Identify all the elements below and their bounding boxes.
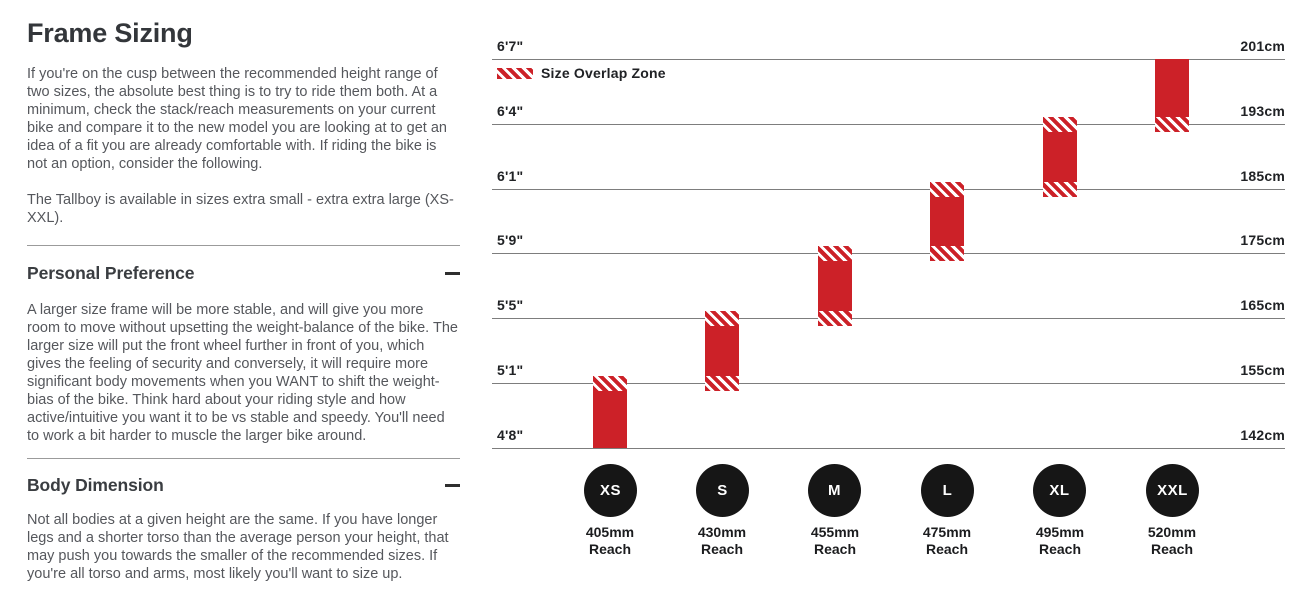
- size-range-bar-xl: [1043, 117, 1077, 197]
- size-overlap-zone-top: [930, 182, 964, 197]
- size-overlap-zone-top: [818, 246, 852, 261]
- minus-icon: [444, 272, 460, 275]
- size-overlap-zone-top: [1043, 117, 1077, 132]
- personal-preference-body: A larger size frame will be more stable,…: [27, 302, 458, 444]
- size-bar-solid: [593, 391, 627, 448]
- reach-label-xxl: 520mm Reach: [1117, 524, 1227, 558]
- size-badge-xxl: XXL: [1146, 464, 1199, 517]
- size-bar-solid: [705, 326, 739, 376]
- height-tick-cm: 155cm: [1240, 362, 1285, 378]
- height-tick-feet: 4'8": [497, 427, 524, 443]
- size-overlap-zone-bottom: [818, 311, 852, 326]
- reach-caption: Reach: [925, 541, 969, 557]
- height-tick-feet: 6'7": [497, 38, 524, 54]
- collapse-section-button[interactable]: [444, 266, 460, 282]
- reach-label-xs: 405mm Reach: [555, 524, 665, 558]
- reach-caption: Reach: [1150, 541, 1194, 557]
- sizing-info-column: Frame Sizing If you're on the cusp betwe…: [27, 0, 460, 589]
- size-overlap-zone-bottom: [1155, 117, 1189, 132]
- height-tick-cm: 201cm: [1240, 38, 1285, 54]
- height-gridline: [492, 253, 1285, 254]
- size-range-bar-xxl: [1155, 59, 1189, 132]
- size-overlap-zone-swatch-icon: [497, 67, 533, 79]
- reach-label-l: 475mm Reach: [892, 524, 1002, 558]
- size-badge-xl: XL: [1033, 464, 1086, 517]
- size-range-bar-s: [705, 311, 739, 391]
- height-tick-cm: 193cm: [1240, 103, 1285, 119]
- chart-legend: Size Overlap Zone: [497, 65, 666, 81]
- height-gridline: [492, 448, 1285, 449]
- minus-icon: [444, 484, 460, 487]
- size-badge-l: L: [921, 464, 974, 517]
- body-dimension-body: Not all bodies at a given height are the…: [27, 512, 449, 582]
- reach-caption: Reach: [813, 541, 857, 557]
- accordion-header-body-dimension[interactable]: Body Dimension: [27, 475, 460, 496]
- size-range-bar-l: [930, 182, 964, 261]
- size-badge-xs: XS: [584, 464, 637, 517]
- height-tick-feet: 5'5": [497, 297, 524, 313]
- reach-value: 455mm: [810, 524, 860, 540]
- reach-caption: Reach: [588, 541, 632, 557]
- size-range-bar-xs: [593, 376, 627, 448]
- reach-value: 475mm: [922, 524, 972, 540]
- height-gridline: [492, 318, 1285, 319]
- reach-caption: Reach: [1038, 541, 1082, 557]
- height-gridline: [492, 383, 1285, 384]
- size-overlap-zone-top: [593, 376, 627, 391]
- reach-value: 495mm: [1035, 524, 1085, 540]
- size-range-bar-m: [818, 246, 852, 326]
- legend-label: Size Overlap Zone: [541, 65, 666, 81]
- size-overlap-zone-top: [705, 311, 739, 326]
- size-overlap-zone-bottom: [1043, 182, 1077, 197]
- reach-value: 430mm: [697, 524, 747, 540]
- size-bar-solid: [1043, 132, 1077, 182]
- height-tick-cm: 142cm: [1240, 427, 1285, 443]
- reach-label-m: 455mm Reach: [780, 524, 890, 558]
- section-divider: [27, 458, 460, 459]
- size-overlap-zone-bottom: [705, 376, 739, 391]
- page-title: Frame Sizing: [27, 18, 193, 48]
- intro-paragraph-2: The Tallboy is available in sizes extra …: [27, 192, 454, 226]
- height-gridline: [492, 59, 1285, 60]
- size-bar-solid: [1155, 59, 1189, 117]
- height-tick-feet: 5'1": [497, 362, 524, 378]
- reach-label-xl: 495mm Reach: [1005, 524, 1115, 558]
- height-gridline: [492, 124, 1285, 125]
- height-tick-feet: 6'4": [497, 103, 524, 119]
- height-tick-cm: 165cm: [1240, 297, 1285, 313]
- size-badge-s: S: [696, 464, 749, 517]
- size-overlap-zone-bottom: [930, 246, 964, 261]
- section-heading: Personal Preference: [27, 263, 195, 283]
- height-tick-feet: 5'9": [497, 232, 524, 248]
- reach-caption: Reach: [700, 541, 744, 557]
- size-bar-solid: [930, 197, 964, 246]
- reach-value: 520mm: [1147, 524, 1197, 540]
- intro-paragraph-1: If you're on the cusp between the recomm…: [27, 66, 447, 172]
- size-bar-solid: [818, 261, 852, 311]
- section-heading: Body Dimension: [27, 475, 164, 495]
- height-tick-cm: 175cm: [1240, 232, 1285, 248]
- size-badge-m: M: [808, 464, 861, 517]
- height-tick-cm: 185cm: [1240, 168, 1285, 184]
- section-divider: [27, 245, 460, 246]
- accordion-header-personal-preference[interactable]: Personal Preference: [27, 263, 460, 284]
- collapse-section-button[interactable]: [444, 478, 460, 494]
- reach-label-s: 430mm Reach: [667, 524, 777, 558]
- height-tick-feet: 6'1": [497, 168, 524, 184]
- height-gridline: [492, 189, 1285, 190]
- reach-value: 405mm: [585, 524, 635, 540]
